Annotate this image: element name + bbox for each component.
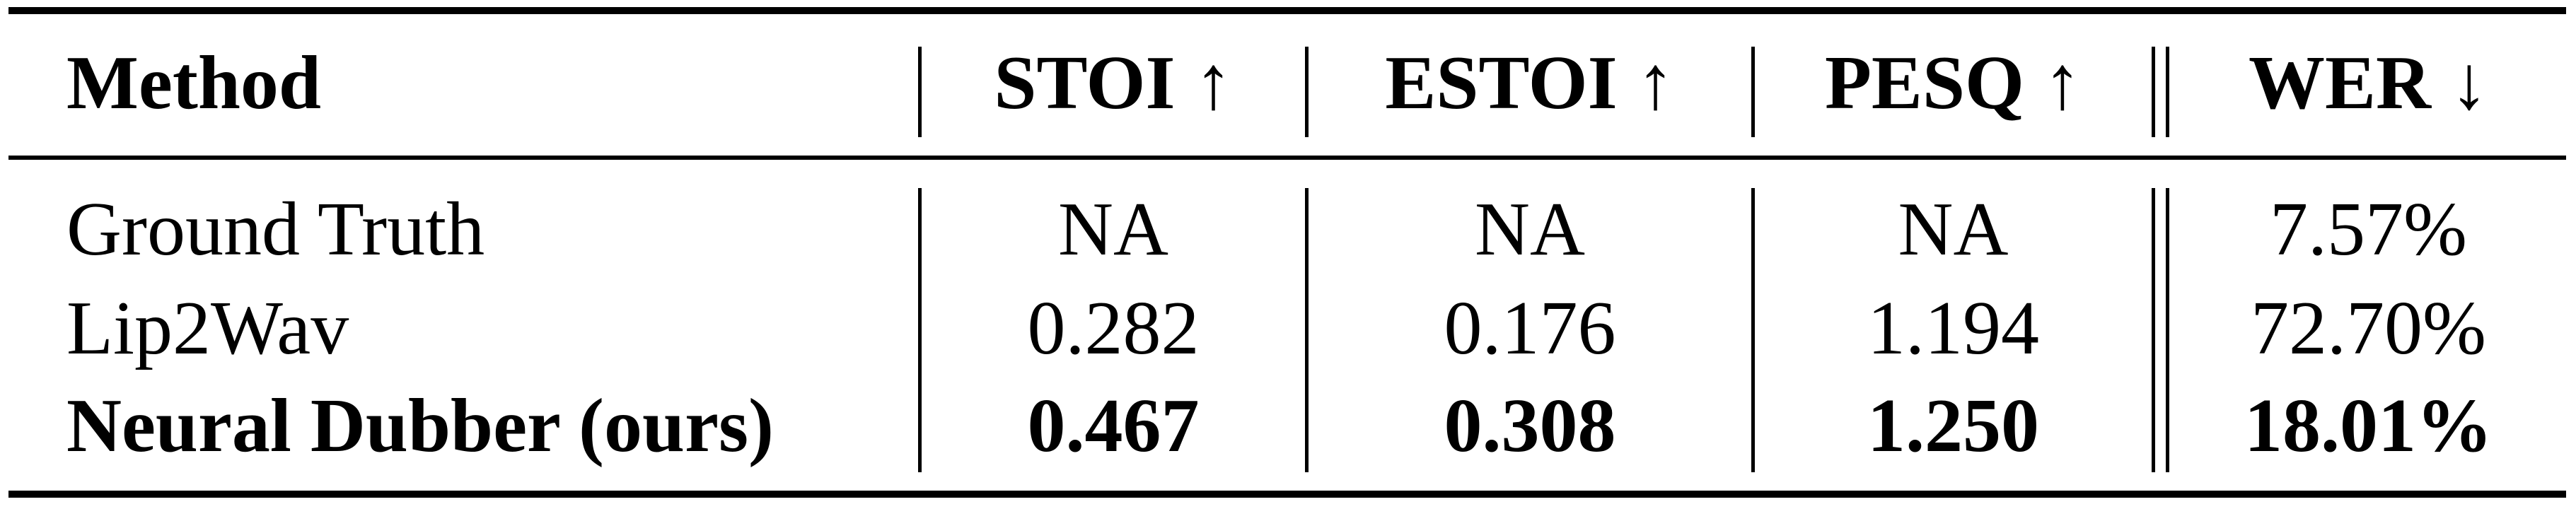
row-wer: 18.01% xyxy=(2244,384,2493,468)
row-method: Ground Truth xyxy=(66,187,485,271)
table-top-rule xyxy=(8,7,2566,14)
row-estoi: 0.176 xyxy=(1444,286,1616,370)
row-stoi: 0.282 xyxy=(1027,286,1200,370)
row-pesq: 1.194 xyxy=(1867,286,2039,370)
column-separator xyxy=(1751,47,1755,137)
row-wer: 72.70% xyxy=(2251,286,2486,370)
row-pesq: 1.250 xyxy=(1867,384,2039,468)
row-stoi: 0.467 xyxy=(1027,384,1200,468)
row-wer: 7.57% xyxy=(2270,187,2467,271)
row-estoi: NA xyxy=(1475,187,1585,271)
row-method: Lip2Wav xyxy=(66,286,349,370)
column-separator xyxy=(2166,188,2169,472)
column-separator xyxy=(1305,47,1309,137)
column-separator xyxy=(2166,47,2169,137)
header-method: Method xyxy=(66,41,321,125)
header-estoi: ESTOI ↑ xyxy=(1385,41,1675,125)
table-header-rule xyxy=(8,156,2566,160)
row-stoi: NA xyxy=(1058,187,1168,271)
row-estoi: 0.308 xyxy=(1444,384,1616,468)
header-pesq: PESQ ↑ xyxy=(1824,41,2082,125)
header-wer: WER ↓ xyxy=(2248,41,2489,125)
column-separator xyxy=(2152,47,2155,137)
column-separator xyxy=(918,47,922,137)
row-method: Neural Dubber (ours) xyxy=(66,384,774,468)
column-separator xyxy=(1305,188,1309,472)
column-separator xyxy=(918,188,922,472)
table-bottom-rule xyxy=(8,491,2566,498)
row-pesq: NA xyxy=(1898,187,2009,271)
column-separator xyxy=(2152,188,2155,472)
column-separator xyxy=(1751,188,1755,472)
header-stoi: STOI ↑ xyxy=(994,41,1233,125)
